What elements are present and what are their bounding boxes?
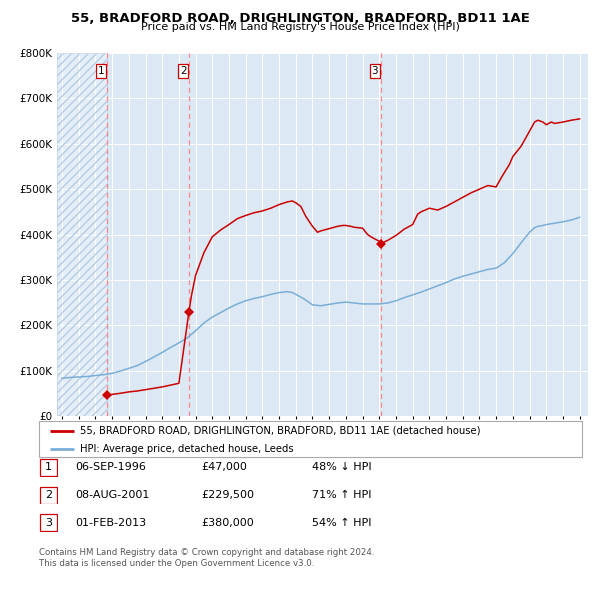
Text: 71% ↑ HPI: 71% ↑ HPI	[312, 490, 371, 500]
Text: 55, BRADFORD ROAD, DRIGHLINGTON, BRADFORD, BD11 1AE: 55, BRADFORD ROAD, DRIGHLINGTON, BRADFOR…	[71, 12, 529, 25]
Text: £380,000: £380,000	[201, 518, 254, 527]
Text: 48% ↓ HPI: 48% ↓ HPI	[312, 463, 371, 472]
Text: 1: 1	[98, 66, 104, 76]
Text: 01-FEB-2013: 01-FEB-2013	[75, 518, 146, 527]
Text: 55, BRADFORD ROAD, DRIGHLINGTON, BRADFORD, BD11 1AE (detached house): 55, BRADFORD ROAD, DRIGHLINGTON, BRADFOR…	[80, 426, 480, 436]
Text: HPI: Average price, detached house, Leeds: HPI: Average price, detached house, Leed…	[80, 444, 293, 454]
Text: This data is licensed under the Open Government Licence v3.0.: This data is licensed under the Open Gov…	[39, 559, 314, 568]
Polygon shape	[57, 53, 107, 416]
Text: 2: 2	[45, 490, 52, 500]
Text: 08-AUG-2001: 08-AUG-2001	[75, 490, 149, 500]
Text: 54% ↑ HPI: 54% ↑ HPI	[312, 518, 371, 527]
Text: 2: 2	[180, 66, 187, 76]
Text: 06-SEP-1996: 06-SEP-1996	[75, 463, 146, 472]
Text: £47,000: £47,000	[201, 463, 247, 472]
Text: Contains HM Land Registry data © Crown copyright and database right 2024.: Contains HM Land Registry data © Crown c…	[39, 548, 374, 557]
Text: 1: 1	[45, 463, 52, 472]
Text: Price paid vs. HM Land Registry's House Price Index (HPI): Price paid vs. HM Land Registry's House …	[140, 22, 460, 32]
Text: £229,500: £229,500	[201, 490, 254, 500]
Text: 3: 3	[45, 518, 52, 527]
Text: 3: 3	[371, 66, 378, 76]
